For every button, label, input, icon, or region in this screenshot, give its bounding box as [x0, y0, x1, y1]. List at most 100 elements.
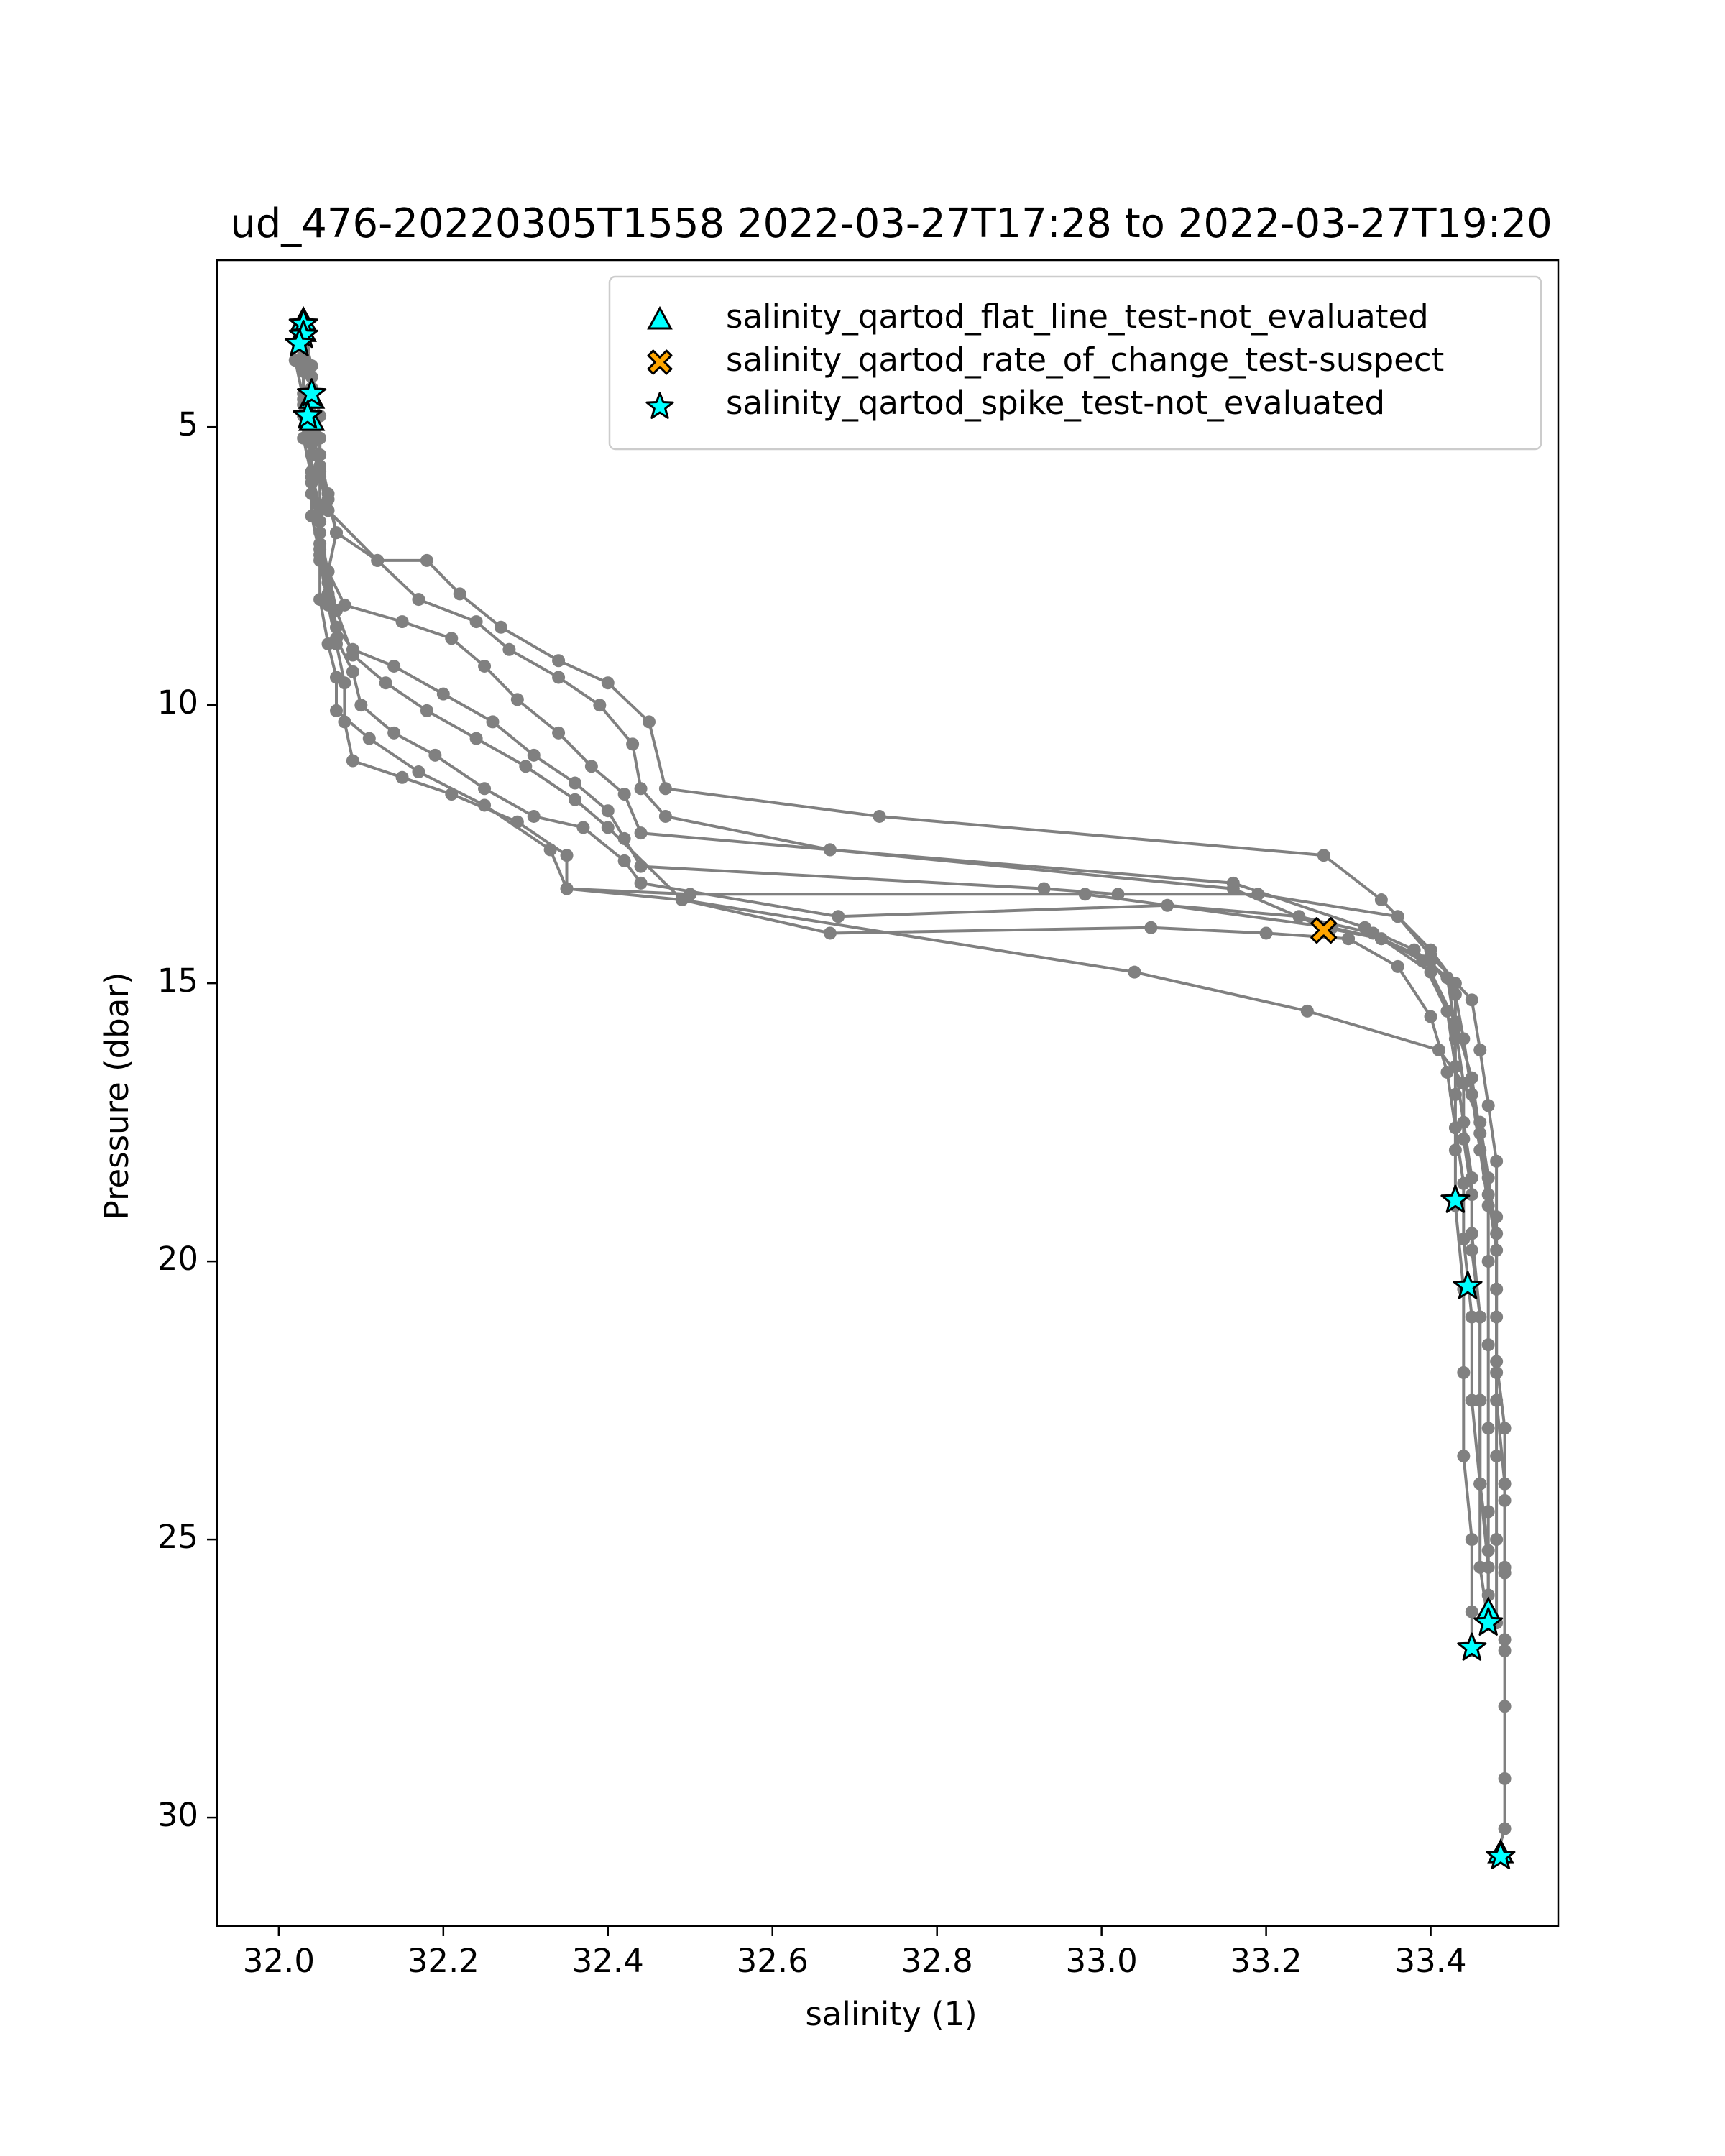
profile-point [1481, 1422, 1495, 1435]
profile-point [362, 732, 376, 745]
y-tick-label: 15 [157, 962, 198, 1000]
x-tick-label: 33.2 [1230, 1942, 1302, 1980]
y-tick-label: 5 [178, 405, 198, 443]
profile-point [510, 693, 524, 706]
profile-point [1490, 1227, 1504, 1240]
profile-point [576, 821, 590, 834]
legend-label-flat-line: salinity_qartod_flat_line_test-not_evalu… [726, 298, 1429, 336]
profile-point [617, 854, 631, 867]
profile-point [1391, 959, 1404, 973]
profile-point [305, 448, 318, 461]
profile-point [478, 782, 492, 796]
profile-point [1424, 965, 1438, 979]
profile-point [1481, 1255, 1495, 1268]
profile-point [873, 809, 886, 823]
spike-flag-marker [1457, 1632, 1487, 1661]
profile-point [1473, 1477, 1487, 1491]
profile-point [1498, 1700, 1512, 1713]
legend: salinity_qartod_flat_line_test-not_evalu… [608, 275, 1542, 451]
profile-point [1473, 1044, 1487, 1057]
profile-point [1128, 965, 1141, 979]
profile-point [1251, 888, 1265, 901]
profile-point [1292, 910, 1306, 923]
profile-point [601, 676, 615, 690]
profile-point [1465, 1533, 1478, 1547]
profile-point [321, 487, 335, 501]
profile-point [634, 860, 648, 873]
spike-flag-marker [293, 400, 323, 429]
profile-point [1448, 987, 1462, 1001]
spike-flag-marker [297, 378, 327, 407]
profile-point [1226, 882, 1240, 895]
profile-point [346, 648, 359, 662]
profile-point [313, 553, 327, 567]
profile-point [601, 821, 615, 834]
profile-point [552, 654, 566, 668]
profile-point [552, 671, 566, 684]
profile-point [1498, 1633, 1512, 1646]
profile-point [1481, 1338, 1495, 1352]
profile-point [436, 687, 450, 701]
x-ticks: 32.0 32.2 32.4 32.6 32.8 33.0 33.2 33.4 [243, 1926, 1467, 1980]
profile-point [420, 553, 433, 567]
profile-point [1391, 910, 1404, 923]
x-tick-label: 33.4 [1394, 1942, 1466, 1980]
profile-point [1300, 1004, 1314, 1018]
profile-point [626, 737, 640, 751]
profile-point [527, 748, 540, 762]
profile-point [305, 487, 318, 501]
profile-point [1498, 1566, 1512, 1580]
profile-point [634, 876, 648, 890]
profile-point [1440, 1065, 1454, 1079]
profile-point [1473, 1115, 1487, 1129]
profile-point [494, 620, 507, 634]
profile-point [354, 699, 368, 712]
profile-point [329, 604, 343, 617]
profile-point [527, 809, 540, 823]
profile-point [321, 565, 335, 579]
profile-point [329, 704, 343, 717]
profile-point [1317, 849, 1330, 862]
profile-point [634, 782, 648, 796]
profile-point [371, 553, 385, 567]
x-tick-label: 32.4 [572, 1942, 644, 1980]
profile-point [329, 526, 343, 540]
star-marker-icon [645, 392, 674, 419]
x-marker-icon [647, 349, 673, 375]
profile-point [1374, 932, 1388, 946]
profile-point [1432, 1044, 1446, 1057]
legend-label-rate-of-change: salinity_qartod_rate_of_change_test-susp… [726, 341, 1444, 379]
spike-flag-marker [1453, 1271, 1483, 1299]
x-tick-label: 32.6 [737, 1942, 809, 1980]
legend-box [608, 275, 1542, 451]
profile-point [1342, 932, 1356, 946]
profile-point [1465, 1393, 1478, 1407]
profile-point [1457, 1176, 1471, 1190]
profile-point [412, 593, 426, 607]
spike-flag-marker [1473, 1607, 1504, 1636]
axes-frame [216, 259, 1560, 1927]
profile-point [560, 849, 574, 862]
profile-point [823, 926, 837, 940]
profile-point [1465, 1310, 1478, 1324]
profile-point [617, 787, 631, 801]
profile-point [1374, 893, 1388, 907]
spike-flag-marker [1486, 1841, 1516, 1869]
y-tick-label: 30 [157, 1796, 198, 1834]
y-tick-label: 10 [157, 683, 198, 722]
profile-point [601, 804, 615, 818]
profile-point [313, 526, 327, 540]
qartod-flags [285, 306, 1516, 1869]
profile-point [453, 587, 466, 601]
y-ticks: 5 10 15 20 25 30 [157, 405, 217, 1834]
legend-spike-star-icon [645, 392, 674, 419]
profile-point [297, 364, 310, 378]
y-axis-label: Pressure (dbar) [98, 972, 136, 1220]
profile-point [338, 715, 351, 729]
profile-point [1457, 1077, 1471, 1090]
profile-point [1457, 1233, 1471, 1246]
y-tick-label: 20 [157, 1240, 198, 1278]
profile-point [1498, 1822, 1512, 1835]
profile-point [329, 637, 343, 651]
x-tick-label: 32.0 [243, 1942, 315, 1980]
